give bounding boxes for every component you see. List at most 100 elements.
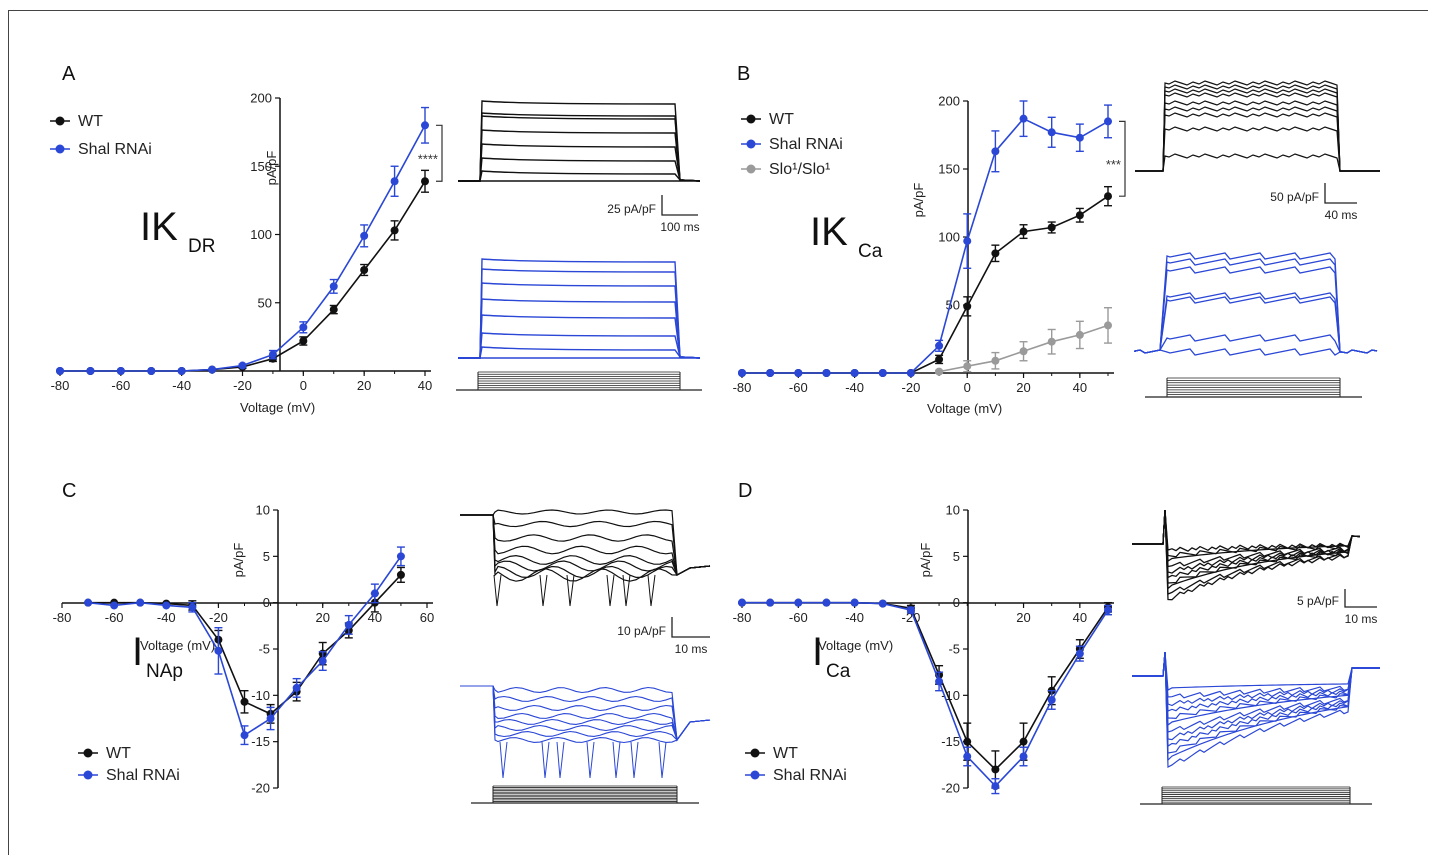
- y-tick-label: 10: [256, 503, 270, 518]
- data-point: [188, 603, 197, 612]
- current-trace: [460, 685, 711, 742]
- y-tick-label: 0: [953, 595, 960, 610]
- significance-bracket: [436, 124, 443, 182]
- data-point: [822, 598, 831, 607]
- current-trace: [1135, 106, 1380, 172]
- current-trace: [460, 685, 711, 742]
- current-trace: [1135, 100, 1380, 172]
- protocol-edge: [477, 372, 681, 390]
- scale-bar-amplitude-label: 25 pA/pF: [607, 202, 656, 216]
- current-trace: [612, 741, 621, 779]
- x-axis-label: Voltage (mV): [818, 638, 893, 653]
- current-trace: [458, 282, 701, 359]
- y-tick-label: 50: [258, 295, 272, 310]
- x-axis-label: Voltage (mV): [927, 401, 1002, 416]
- data-point: [110, 601, 119, 610]
- data-point: [822, 369, 831, 377]
- x-tick-label: -80: [51, 378, 70, 393]
- scale-bar: [661, 195, 698, 216]
- data-point: [794, 598, 803, 607]
- data-point: [396, 570, 405, 579]
- y-tick-label: -20: [251, 781, 270, 796]
- data-point: [738, 369, 746, 377]
- scale-bar: [671, 617, 710, 638]
- data-point: [766, 369, 775, 377]
- current-trace: [458, 129, 701, 182]
- data-point: [268, 350, 277, 359]
- data-point: [906, 369, 915, 377]
- x-tick-label: 0: [964, 380, 971, 395]
- current-trace: [1132, 509, 1360, 579]
- data-point: [963, 752, 972, 761]
- data-point: [1047, 223, 1056, 232]
- data-point: [1019, 752, 1028, 761]
- current-trace: [1132, 509, 1360, 601]
- current-trace: [1134, 252, 1378, 354]
- data-point: [963, 737, 972, 746]
- legend-label: WT: [78, 113, 103, 130]
- series-line: [60, 180, 426, 372]
- x-tick-label: 40: [368, 610, 382, 625]
- current-trace: [458, 115, 701, 182]
- legend-marker: [746, 164, 756, 174]
- data-point: [794, 369, 803, 377]
- current-trace: [458, 268, 701, 359]
- current-trace: [1132, 651, 1380, 707]
- current-trace: [1132, 651, 1380, 733]
- current-trace: [458, 170, 701, 182]
- current-trace: [460, 685, 711, 741]
- current-trace: [1132, 509, 1360, 595]
- data-point: [266, 714, 275, 723]
- scale-bar-time-label: 10 ms: [675, 642, 708, 656]
- data-point: [162, 601, 171, 610]
- current-trace: [539, 574, 548, 607]
- current-trace: [1134, 266, 1378, 354]
- data-point: [878, 369, 887, 377]
- x-tick-label: 20: [315, 610, 329, 625]
- current-trace: [493, 574, 502, 607]
- y-tick-label: 10: [946, 503, 960, 518]
- current-title-subscript: Ca: [826, 661, 851, 682]
- current-trace: [499, 741, 508, 779]
- data-point: [991, 147, 1000, 156]
- data-point: [240, 731, 249, 740]
- current-trace: [622, 574, 631, 607]
- current-trace: [1132, 509, 1360, 558]
- current-trace: [606, 574, 615, 607]
- current-trace: [1135, 80, 1380, 172]
- x-axis-label: Voltage (mV): [240, 400, 315, 415]
- current-title: IK: [810, 210, 848, 254]
- current-trace: [1135, 126, 1380, 172]
- current-trace: [460, 509, 711, 576]
- data-point: [1075, 330, 1084, 339]
- current-trace: [458, 314, 701, 359]
- data-point: [240, 697, 249, 706]
- data-point: [991, 356, 1000, 365]
- x-tick-label: -60: [789, 610, 808, 625]
- legend-marker: [750, 748, 760, 758]
- data-point: [360, 231, 369, 240]
- data-point: [421, 177, 429, 186]
- current-trace: [460, 685, 711, 742]
- data-point: [390, 177, 399, 186]
- y-tick-label: 150: [938, 162, 960, 177]
- legend-label: Slo¹/Slo¹: [769, 161, 830, 178]
- x-tick-label: 40: [1073, 380, 1087, 395]
- current-trace: [1132, 651, 1380, 727]
- current-trace: [1135, 153, 1380, 172]
- data-point: [329, 282, 338, 291]
- legend-marker: [746, 114, 756, 124]
- x-tick-label: -40: [172, 378, 191, 393]
- y-tick-label: 100: [250, 227, 272, 242]
- panel-a: -80 -60 -40 -20 0 20 40 50 100 150 200 Voltage (mV)…: [50, 63, 443, 415]
- data-point: [850, 598, 859, 607]
- current-trace: [460, 685, 711, 742]
- current-trace: [1132, 509, 1360, 584]
- current-trace: [460, 514, 711, 576]
- legend-marker: [83, 770, 93, 780]
- data-point: [906, 606, 915, 615]
- data-point: [963, 237, 972, 246]
- data-point: [390, 226, 399, 235]
